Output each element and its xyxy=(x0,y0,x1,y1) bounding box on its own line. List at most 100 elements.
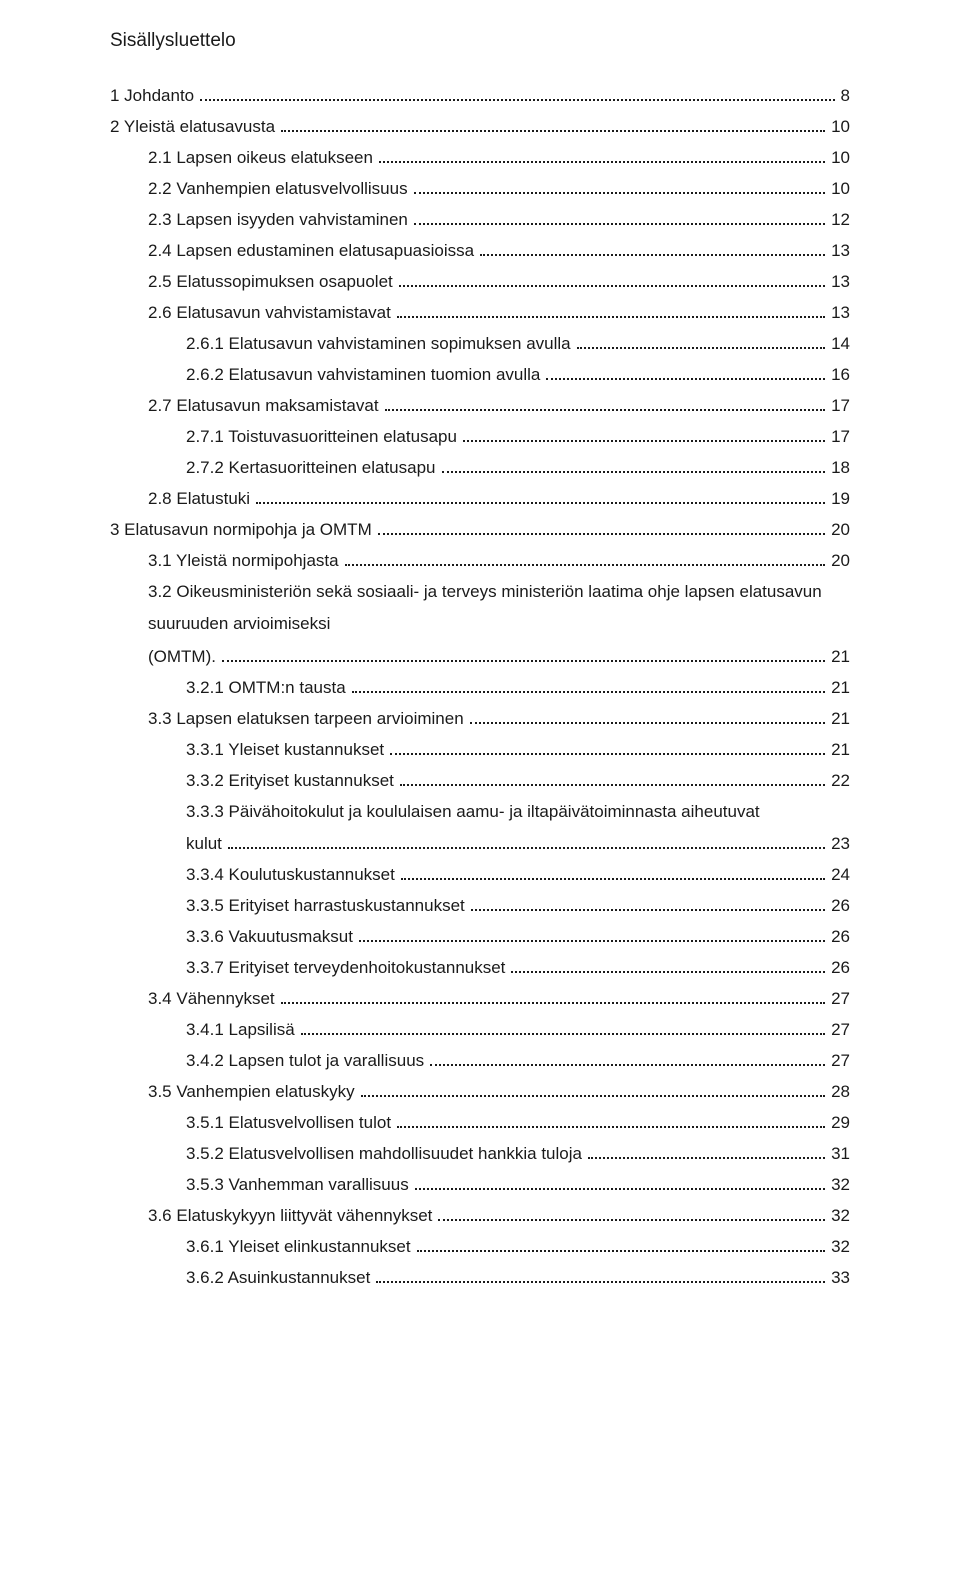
toc-item-label: 2.2 Vanhempien elatusvelvollisuus xyxy=(148,180,408,197)
toc-item: 2.4 Lapsen edustaminen elatusapuasioissa… xyxy=(110,235,850,266)
toc-item-label: 2.5 Elatussopimuksen osapuolet xyxy=(148,273,393,290)
toc-item-page: 21 xyxy=(831,741,850,758)
toc-item: 3.4.2 Lapsen tulot ja varallisuus27 xyxy=(110,1045,850,1076)
toc-item-label: 3.4.1 Lapsilisä xyxy=(186,1021,295,1038)
toc-item-label: 3.3.3 Päivähoitokulut ja koululaisen aam… xyxy=(186,796,850,828)
toc-leader-dots xyxy=(345,564,826,566)
toc-leader-dots xyxy=(385,409,826,411)
toc-item-label: 3.3 Lapsen elatuksen tarpeen arvioiminen xyxy=(148,710,464,727)
toc-item-page: 20 xyxy=(831,552,850,569)
toc-item: 2.3 Lapsen isyyden vahvistaminen12 xyxy=(110,204,850,235)
toc-item: 3.6.2 Asuinkustannukset33 xyxy=(110,1262,850,1293)
toc-item: 2.7.1 Toistuvasuoritteinen elatusapu 17 xyxy=(110,421,850,452)
toc-item: 3.5.3 Vanhemman varallisuus32 xyxy=(110,1169,850,1200)
toc-item-label: 2.6.1 Elatusavun vahvistaminen sopimukse… xyxy=(186,335,571,352)
toc-item-page: 32 xyxy=(831,1176,850,1193)
toc-leader-dots xyxy=(378,533,825,535)
toc-item-label: 3.5 Vanhempien elatuskyky xyxy=(148,1083,355,1100)
toc-leader-dots xyxy=(361,1095,825,1097)
toc-item: 2.7 Elatusavun maksamistavat 17 xyxy=(110,390,850,421)
toc-item-page: 29 xyxy=(831,1114,850,1131)
toc-item: 3.3.6 Vakuutusmaksut26 xyxy=(110,921,850,952)
toc-item-label: 2.6.2 Elatusavun vahvistaminen tuomion a… xyxy=(186,366,540,383)
toc-item-page: 31 xyxy=(831,1145,850,1162)
toc-item: 3.3.5 Erityiset harrastuskustannukset26 xyxy=(110,890,850,921)
toc-list: 1 Johdanto82 Yleistä elatusavusta102.1 L… xyxy=(110,80,850,1293)
toc-item: 2.7.2 Kertasuoritteinen elatusapu18 xyxy=(110,452,850,483)
toc-item-page: 32 xyxy=(831,1238,850,1255)
toc-title: Sisällysluettelo xyxy=(110,30,850,52)
toc-item-page: 26 xyxy=(831,928,850,945)
toc-item: 2 Yleistä elatusavusta10 xyxy=(110,111,850,142)
toc-leader-dots xyxy=(376,1281,825,1283)
toc-item: 3.6 Elatuskykyyn liittyvät vähennykset 32 xyxy=(110,1200,850,1231)
toc-item-page: 27 xyxy=(831,1021,850,1038)
toc-leader-dots xyxy=(281,130,825,132)
toc-item: 3.4.1 Lapsilisä 27 xyxy=(110,1014,850,1045)
toc-leader-dots xyxy=(577,347,825,349)
toc-item-label: 3.5.2 Elatusvelvollisen mahdollisuudet h… xyxy=(186,1145,582,1162)
toc-item-label: 3.3.7 Erityiset terveydenhoitokustannuks… xyxy=(186,959,505,976)
toc-item-label: 3.6.2 Asuinkustannukset xyxy=(186,1269,370,1286)
toc-item-page: 23 xyxy=(831,835,850,852)
toc-item: kulut 23 xyxy=(186,828,850,859)
toc-item-page: 17 xyxy=(831,428,850,445)
toc-item: 2.6 Elatusavun vahvistamistavat 13 xyxy=(110,297,850,328)
toc-leader-dots xyxy=(397,1126,825,1128)
toc-item-page: 14 xyxy=(831,335,850,352)
toc-leader-dots xyxy=(417,1250,825,1252)
toc-item: 3.4 Vähennykset27 xyxy=(110,983,850,1014)
toc-item-page: 28 xyxy=(831,1083,850,1100)
toc-item-page: 13 xyxy=(831,304,850,321)
toc-item-page: 10 xyxy=(831,149,850,166)
toc-item-label: 3.4.2 Lapsen tulot ja varallisuus xyxy=(186,1052,424,1069)
toc-leader-dots xyxy=(442,471,826,473)
toc-item-page: 8 xyxy=(841,87,850,104)
toc-item-page: 19 xyxy=(831,490,850,507)
toc-leader-dots xyxy=(359,940,825,942)
toc-item-page: 10 xyxy=(831,118,850,135)
toc-leader-dots xyxy=(281,1002,825,1004)
toc-item-label: 3.2 Oikeusministeriön sekä sosiaali- ja … xyxy=(148,576,850,641)
toc-item-page: 21 xyxy=(831,648,850,665)
toc-item-page: 18 xyxy=(831,459,850,476)
toc-item-label: 3.6 Elatuskykyyn liittyvät vähennykset xyxy=(148,1207,432,1224)
toc-leader-dots xyxy=(480,254,825,256)
toc-item-label: 3.3.1 Yleiset kustannukset xyxy=(186,741,384,758)
toc-leader-dots xyxy=(414,223,825,225)
toc-leader-dots xyxy=(200,99,834,101)
toc-leader-dots xyxy=(390,753,825,755)
toc-item-label: 3.5.1 Elatusvelvollisen tulot xyxy=(186,1114,391,1131)
toc-item-page: 10 xyxy=(831,180,850,197)
toc-item-page: 21 xyxy=(831,679,850,696)
toc-item: 1 Johdanto8 xyxy=(110,80,850,111)
toc-item-label: 2.8 Elatustuki xyxy=(148,490,250,507)
toc-item-label-tail: (OMTM). xyxy=(148,648,216,665)
toc-item-label: 3.3.2 Erityiset kustannukset xyxy=(186,772,394,789)
toc-item: 3.3.7 Erityiset terveydenhoitokustannuks… xyxy=(110,952,850,983)
toc-leader-dots xyxy=(463,440,825,442)
toc-leader-dots xyxy=(352,691,825,693)
toc-leader-dots xyxy=(301,1033,825,1035)
toc-item-page: 24 xyxy=(831,866,850,883)
toc-item-page: 26 xyxy=(831,897,850,914)
toc-item-label: 2.7.1 Toistuvasuoritteinen elatusapu xyxy=(186,428,457,445)
toc-leader-dots xyxy=(397,316,825,318)
toc-item-label: 2.6 Elatusavun vahvistamistavat xyxy=(148,304,391,321)
toc-item: 2.5 Elatussopimuksen osapuolet13 xyxy=(110,266,850,297)
toc-item: 2.1 Lapsen oikeus elatukseen 10 xyxy=(110,142,850,173)
toc-item: 3 Elatusavun normipohja ja OMTM20 xyxy=(110,514,850,545)
toc-item-label: 2.7 Elatusavun maksamistavat xyxy=(148,397,379,414)
toc-item-page: 17 xyxy=(831,397,850,414)
toc-leader-dots xyxy=(222,660,825,662)
toc-item: 2.6.1 Elatusavun vahvistaminen sopimukse… xyxy=(110,328,850,359)
toc-leader-dots xyxy=(256,502,825,504)
toc-item: 3.3 Lapsen elatuksen tarpeen arvioiminen… xyxy=(110,703,850,734)
toc-item: 2.8 Elatustuki 19 xyxy=(110,483,850,514)
toc-leader-dots xyxy=(415,1188,825,1190)
toc-item-label: 2.1 Lapsen oikeus elatukseen xyxy=(148,149,373,166)
toc-leader-dots xyxy=(588,1157,825,1159)
toc-item-label-tail: kulut xyxy=(186,835,222,852)
toc-item-label: 3.1 Yleistä normipohjasta xyxy=(148,552,339,569)
toc-item-page: 32 xyxy=(831,1207,850,1224)
